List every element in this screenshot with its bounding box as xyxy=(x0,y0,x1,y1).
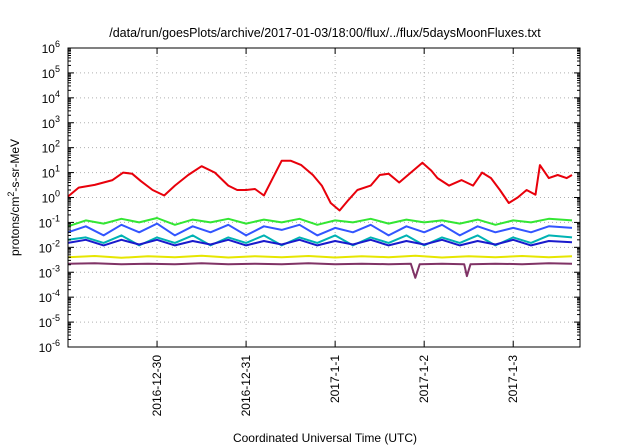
x-tick-labels: 2016-12-30 2016-12-31 2017-1-1 2017-1-2 2017… xyxy=(150,355,520,417)
y-tick-base: 10 xyxy=(42,67,56,81)
series-line-7 xyxy=(67,262,573,279)
y-tick-base: 10 xyxy=(39,241,53,255)
y-tick-exponent: 1 xyxy=(55,164,60,174)
y-tick-base: 10 xyxy=(39,341,53,355)
y-tick-base: 10 xyxy=(42,192,56,206)
y-tick-label: 10-3 xyxy=(39,263,60,280)
x-tick-label: 2017-1-1 xyxy=(328,355,342,403)
x-tick-label: 2016-12-30 xyxy=(150,355,164,417)
x-tick-label: 2016-12-31 xyxy=(239,355,253,417)
y-tick-base: 10 xyxy=(39,291,53,305)
y-tick-label: 104 xyxy=(42,89,60,106)
y-tick-label: 101 xyxy=(42,164,60,181)
y-tick-label: 102 xyxy=(42,139,60,156)
y-tick-exponent: -1 xyxy=(52,213,60,223)
y-tick-exponent: 3 xyxy=(55,114,60,124)
y-tick-exponent: -5 xyxy=(52,313,60,323)
y-tick-exponent: 4 xyxy=(55,89,60,99)
y-tick-base: 10 xyxy=(39,216,53,230)
y-tick-base: 10 xyxy=(42,117,56,131)
series-line-6 xyxy=(67,254,573,259)
y-tick-exponent: -2 xyxy=(52,238,60,248)
y-tick-base: 10 xyxy=(39,266,53,280)
series-line-3 xyxy=(67,222,573,237)
x-axis-label: Coordinated Universal Time (UTC) xyxy=(233,431,417,445)
y-label-part: protons/cm xyxy=(8,197,22,256)
chart-title: /data/run/goesPlots/archive/2017-01-03/1… xyxy=(109,26,541,40)
y-tick-label: 10-6 xyxy=(39,338,60,355)
y-tick-label: 10-4 xyxy=(39,288,60,305)
plot-frame xyxy=(67,47,581,348)
series-line-5 xyxy=(67,238,573,247)
x-tick-label: 2017-1-2 xyxy=(417,355,431,403)
y-tick-base: 10 xyxy=(42,92,56,106)
y-tick-label: 103 xyxy=(42,114,60,131)
series-line-4 xyxy=(67,234,573,247)
y-tick-exponent: 5 xyxy=(55,64,60,74)
y-label-part: -s-sr-MeV xyxy=(8,139,22,192)
series-line-2 xyxy=(67,217,573,228)
grid-lines xyxy=(68,48,580,347)
x-tick-label: 2017-1-3 xyxy=(506,355,520,403)
y-axis-label: protons/cm2-s-sr-MeV xyxy=(6,139,22,256)
y-tick-base: 10 xyxy=(42,142,56,156)
y-tick-exponent: 0 xyxy=(55,189,60,199)
y-tick-exponent: -6 xyxy=(52,338,60,348)
y-tick-exponent: -4 xyxy=(52,288,60,298)
y-tick-label: 10-2 xyxy=(39,238,60,255)
y-tick-exponent: 6 xyxy=(55,39,60,49)
y-tick-label: 10-5 xyxy=(39,313,60,330)
series-line-1 xyxy=(67,159,573,212)
y-tick-labels: 10-610-510-410-310-210-11001011021031041… xyxy=(39,39,60,355)
y-tick-base: 10 xyxy=(42,167,56,181)
y-tick-label: 106 xyxy=(42,39,60,56)
y-tick-label: 105 xyxy=(42,64,60,81)
y-tick-label: 10-1 xyxy=(39,213,60,230)
y-tick-base: 10 xyxy=(39,316,53,330)
series-layer xyxy=(67,159,573,279)
y-tick-exponent: 2 xyxy=(55,139,60,149)
y-tick-base: 10 xyxy=(42,42,56,56)
y-tick-label: 100 xyxy=(42,189,60,206)
y-tick-exponent: -3 xyxy=(52,263,60,273)
y-label-superscript: 2 xyxy=(6,192,16,197)
